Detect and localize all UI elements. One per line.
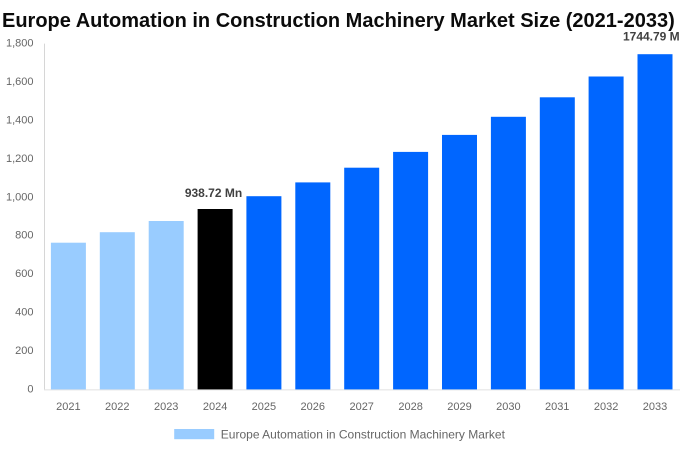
svg-text:0: 0 — [27, 383, 33, 395]
svg-text:2023: 2023 — [154, 401, 178, 413]
svg-text:2027: 2027 — [349, 401, 373, 413]
svg-text:2025: 2025 — [252, 401, 276, 413]
svg-text:1,200: 1,200 — [6, 153, 34, 165]
svg-text:2024: 2024 — [203, 401, 227, 413]
svg-text:938.72 Mn: 938.72 Mn — [185, 186, 242, 200]
svg-text:2029: 2029 — [447, 401, 471, 413]
svg-text:1,000: 1,000 — [6, 191, 34, 203]
svg-text:2021: 2021 — [56, 401, 80, 413]
svg-text:2028: 2028 — [398, 401, 422, 413]
svg-text:1,800: 1,800 — [6, 38, 34, 50]
svg-text:1744.79 Mn: 1744.79 Mn — [623, 30, 680, 44]
svg-text:Europe Automation in Construct: Europe Automation in Construction Machin… — [2, 10, 675, 32]
svg-text:1,400: 1,400 — [6, 114, 34, 126]
svg-text:400: 400 — [15, 307, 33, 319]
svg-text:2032: 2032 — [594, 401, 618, 413]
svg-text:1,600: 1,600 — [6, 76, 34, 88]
svg-text:2033: 2033 — [643, 401, 667, 413]
svg-text:800: 800 — [15, 230, 33, 242]
svg-text:200: 200 — [15, 345, 33, 357]
svg-text:2031: 2031 — [545, 401, 569, 413]
svg-text:2026: 2026 — [301, 401, 325, 413]
svg-text:2030: 2030 — [496, 401, 520, 413]
svg-text:Europe Automation in Construct: Europe Automation in Construction Machin… — [221, 428, 506, 442]
svg-text:2022: 2022 — [105, 401, 129, 413]
svg-text:600: 600 — [15, 268, 33, 280]
